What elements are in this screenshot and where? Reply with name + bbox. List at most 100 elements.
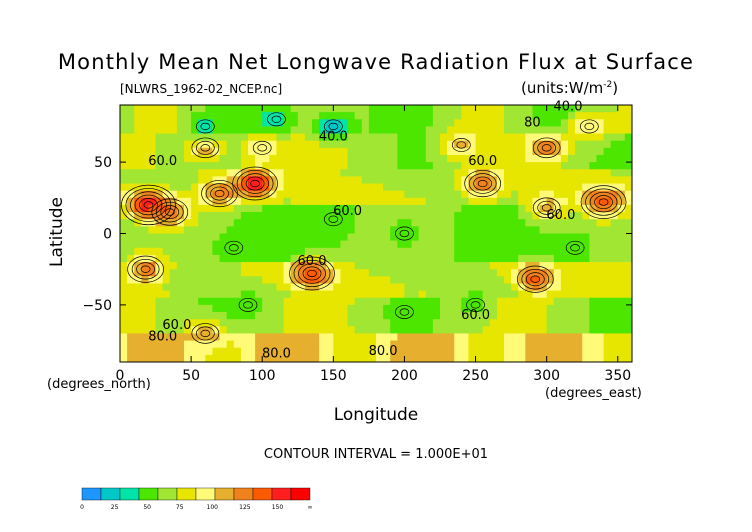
heatmap-cell	[511, 126, 519, 135]
heatmap-cell	[233, 126, 242, 135]
heatmap-cell	[575, 269, 583, 277]
heatmap-cell	[568, 240, 576, 249]
heatmap-cell	[226, 347, 235, 356]
heatmap-cell	[525, 319, 534, 327]
heatmap-cell	[276, 162, 285, 170]
heatmap-cell	[240, 297, 249, 306]
heatmap-cell	[326, 240, 334, 249]
heatmap-cell	[219, 340, 228, 349]
heatmap-cell	[624, 262, 632, 270]
heatmap-cell	[226, 269, 235, 277]
heatmap-cell	[240, 276, 249, 285]
heatmap-cell	[461, 133, 470, 142]
heatmap-cell	[255, 190, 263, 199]
heatmap-cell	[155, 226, 164, 235]
heatmap-cell	[176, 219, 185, 227]
heatmap-cell	[127, 183, 135, 192]
heatmap-cell	[354, 140, 363, 149]
heatmap-cell	[191, 290, 199, 299]
heatmap-cell	[376, 176, 384, 185]
heatmap-cell	[404, 283, 413, 292]
heatmap-cell	[176, 169, 185, 177]
heatmap-cell	[482, 140, 491, 149]
heatmap-cell	[432, 247, 441, 256]
heatmap-cell	[518, 297, 526, 306]
heatmap-cell	[440, 304, 448, 313]
heatmap-cell	[169, 204, 178, 213]
heatmap-cell	[553, 283, 562, 292]
heatmap-cell	[447, 176, 455, 185]
heatmap-cell	[418, 126, 427, 135]
heatmap-cell	[432, 240, 441, 249]
heatmap-cell	[539, 183, 548, 192]
heatmap-cell	[617, 347, 626, 356]
heatmap-cell	[319, 354, 327, 362]
heatmap-cell	[198, 133, 206, 142]
contour-ring	[589, 191, 618, 213]
heatmap-cell	[290, 326, 299, 335]
heatmap-cell	[319, 283, 327, 292]
heatmap-cell	[226, 326, 235, 335]
heatmap-cell	[575, 333, 583, 342]
chart-title: Monthly Mean Net Longwave Radiation Flux…	[57, 50, 695, 74]
heatmap-cell	[461, 283, 470, 292]
heatmap-cell	[319, 276, 327, 285]
heatmap-cell	[319, 247, 327, 256]
heatmap-cell	[361, 340, 370, 349]
heatmap-cell	[283, 112, 292, 120]
heatmap-cell	[155, 290, 164, 299]
heatmap-cell	[226, 126, 235, 135]
heatmap-cell	[617, 154, 626, 163]
heatmap-cell	[582, 140, 590, 149]
heatmap-cell	[432, 169, 441, 177]
heatmap-cell	[340, 304, 349, 313]
contour-ring	[323, 119, 343, 134]
heatmap-cell	[283, 176, 292, 185]
heatmap-cell	[504, 297, 512, 306]
heatmap-cell	[212, 340, 221, 349]
heatmap-cell	[404, 240, 413, 249]
heatmap-cell	[141, 176, 150, 185]
heatmap-cell	[283, 354, 292, 362]
heatmap-cell	[390, 333, 398, 342]
heatmap-cell	[575, 176, 583, 185]
heatmap-cell	[226, 147, 235, 156]
heatmap-cell	[134, 162, 142, 170]
heatmap-cell	[496, 240, 505, 249]
heatmap-cell	[368, 154, 377, 163]
heatmap-cell	[248, 290, 256, 299]
heatmap-cell	[184, 183, 192, 192]
heatmap-cell	[589, 147, 598, 156]
heatmap-cell	[610, 140, 619, 149]
heatmap-cell	[468, 319, 477, 327]
heatmap-cell	[482, 147, 491, 156]
heatmap-cell	[496, 105, 505, 113]
heatmap-cell	[440, 240, 448, 249]
heatmap-cell	[532, 276, 541, 285]
heatmap-cell	[269, 333, 278, 342]
heatmap-cell	[347, 133, 356, 142]
heatmap-cell	[553, 354, 562, 362]
heatmap-cell	[525, 304, 534, 313]
heatmap-cell	[461, 276, 470, 285]
heatmap-cell	[397, 326, 406, 335]
heatmap-cell	[248, 169, 256, 177]
heatmap-cell	[361, 176, 370, 185]
heatmap-cell	[624, 169, 632, 177]
heatmap-cell	[397, 333, 406, 342]
heatmap-cell	[390, 354, 398, 362]
heatmap-cell	[596, 219, 605, 227]
heatmap-cell	[397, 183, 406, 192]
heatmap-cell	[610, 219, 619, 227]
heatmap-cell	[148, 226, 157, 235]
heatmap-cell	[425, 312, 434, 320]
heatmap-cell	[404, 190, 413, 199]
heatmap-cell	[240, 140, 249, 149]
heatmap-cell	[432, 269, 441, 277]
heatmap-cell	[582, 240, 590, 249]
heatmap-cell	[440, 119, 448, 128]
heatmap-cell	[134, 226, 142, 235]
heatmap-cell	[297, 147, 306, 156]
heatmap-cell	[233, 140, 242, 149]
heatmap-cell	[575, 247, 583, 256]
